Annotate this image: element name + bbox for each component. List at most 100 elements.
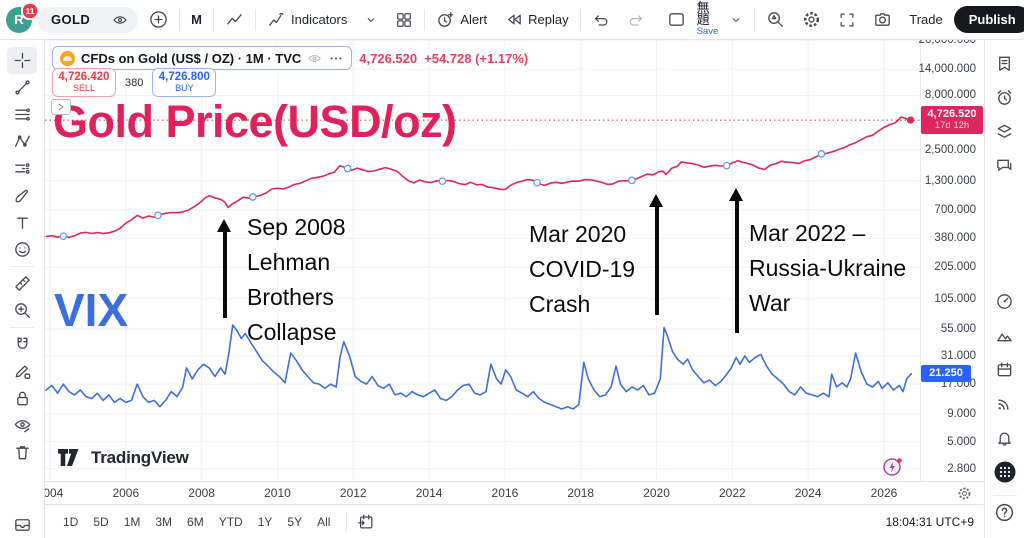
gear-icon[interactable] xyxy=(957,486,972,501)
range-button-1m[interactable]: 1M xyxy=(123,514,141,529)
redo-button[interactable] xyxy=(621,8,651,32)
long-position-tool[interactable] xyxy=(7,155,37,182)
range-button-all[interactable]: All xyxy=(317,514,331,529)
drawing-toolbar xyxy=(0,40,45,538)
lock-all-drawings-tool[interactable] xyxy=(7,385,37,412)
help-button[interactable] xyxy=(991,499,1019,526)
arrow-ukraine[interactable] xyxy=(729,188,743,333)
quick-search-button[interactable] xyxy=(760,7,791,32)
fib-retracement-tool[interactable] xyxy=(7,101,37,128)
arrow-covid[interactable] xyxy=(649,194,663,315)
annotation-covid[interactable]: Mar 2020 COVID-19 Crash xyxy=(529,217,635,322)
snapshot-button[interactable] xyxy=(867,7,898,32)
chart-style-button[interactable] xyxy=(219,7,250,32)
bottom-toolbar: 1D 5D 1M 3M 6M YTD 1Y 5Y All 18:04:31 UTC+9 xyxy=(45,504,984,538)
calendar-button[interactable] xyxy=(991,356,1019,383)
clock-timezone[interactable]: 18:04:31 UTC+9 xyxy=(885,514,974,529)
compare-add-symbol-button[interactable] xyxy=(143,7,174,32)
range-button-5y[interactable]: 5Y xyxy=(287,514,303,529)
alert-button[interactable]: Alert xyxy=(430,7,493,32)
user-avatar[interactable]: R 11 xyxy=(6,1,39,33)
apps-grid-icon xyxy=(994,461,1015,482)
replay-button[interactable]: Replay xyxy=(498,7,574,32)
vix-label-drawing[interactable]: VIX xyxy=(54,284,129,336)
data-point-marker xyxy=(628,176,636,185)
alerts-button[interactable] xyxy=(991,84,1019,111)
text-tool[interactable] xyxy=(7,209,37,236)
range-button-6m[interactable]: 6M xyxy=(187,514,204,529)
drawing-edit-lock-tool[interactable] xyxy=(7,358,37,385)
hide-all-drawings-tool[interactable] xyxy=(7,412,37,439)
fib-retracement-icon xyxy=(14,108,30,121)
settings-button[interactable] xyxy=(796,7,827,32)
redo-icon xyxy=(629,14,642,26)
technicals-button[interactable] xyxy=(991,288,1019,315)
divider xyxy=(346,512,348,531)
data-point-marker xyxy=(343,164,352,173)
layout-name-button[interactable]: 無題 Save xyxy=(697,1,719,38)
sell-button[interactable]: 4,726.420 SELL xyxy=(52,68,116,97)
range-button-5d[interactable]: 5D xyxy=(93,514,109,529)
zoom-in-tool[interactable] xyxy=(7,297,37,324)
layout-dropdown[interactable] xyxy=(723,10,749,30)
series-gold-cfd-usd-oz-[interactable] xyxy=(45,116,912,239)
symbol-search-button[interactable]: GOLD xyxy=(37,6,139,33)
symbol-legend: CFDs on Gold (US$ / OZ) · 1M · TVC 4,726… xyxy=(52,46,528,70)
toolbar-tray-button[interactable] xyxy=(7,511,37,538)
more-options-icon[interactable] xyxy=(328,51,344,66)
year-label: 2020 xyxy=(643,486,670,500)
go-to-date-button[interactable] xyxy=(357,513,375,531)
sell-price: 4,726.420 xyxy=(58,70,110,83)
undo-button[interactable] xyxy=(586,8,616,32)
streams-button[interactable] xyxy=(991,390,1019,417)
measure-tool[interactable] xyxy=(7,270,37,297)
magnet-tool[interactable] xyxy=(7,331,37,358)
range-button-3m[interactable]: 3M xyxy=(155,514,173,529)
trend-line-tool[interactable] xyxy=(7,74,37,101)
arrow-lehman[interactable] xyxy=(217,219,231,318)
trade-button[interactable]: Trade xyxy=(903,9,948,30)
annotation-lehman[interactable]: Sep 2008 Lehman Brothers Collapse xyxy=(247,210,345,350)
symbol-legend-pill[interactable]: CFDs on Gold (US$ / OZ) · 1M · TVC xyxy=(52,46,353,70)
brush-tool[interactable] xyxy=(7,182,37,209)
replay-icon xyxy=(508,14,521,25)
series-vix[interactable] xyxy=(45,324,913,410)
indicators-label: Indicators xyxy=(291,12,348,27)
buy-button[interactable]: 4,726.800 BUY xyxy=(152,68,217,97)
range-button-1d[interactable]: 1D xyxy=(63,514,79,529)
price-chart[interactable] xyxy=(45,40,920,481)
price-scale[interactable]: 26,000.000 14,000.000 8,000.000 2,500.000 1,… xyxy=(918,34,985,481)
data-point-marker xyxy=(154,211,162,220)
chat-button[interactable] xyxy=(991,152,1019,179)
timeframe-button[interactable]: M xyxy=(185,9,208,30)
ideas-button[interactable] xyxy=(991,322,1019,349)
annotation-ukraine[interactable]: Mar 2022 – Russia-Ukraine War xyxy=(749,216,906,321)
range-button-1y[interactable]: 1Y xyxy=(257,514,273,529)
study-legend-collapsed-button[interactable] xyxy=(51,99,71,115)
apps-button[interactable] xyxy=(991,458,1019,485)
indicators-button[interactable]: Indicators xyxy=(261,7,353,32)
layout-select-button[interactable] xyxy=(661,7,692,32)
xabcd-pattern-tool[interactable] xyxy=(7,128,37,155)
tradingview-watermark: TradingView xyxy=(58,448,189,468)
range-button-ytd[interactable]: YTD xyxy=(218,514,243,529)
time-scale[interactable]: 2004 2006 2008 2010 2012 2014 2016 2018 2020 2022… xyxy=(45,481,920,505)
chart-pane[interactable]: CFDs on Gold (US$ / OZ) · 1M · TVC 4,726… xyxy=(45,40,920,481)
price-tick-label: 14,000.000 xyxy=(918,63,976,76)
fullscreen-button[interactable] xyxy=(832,8,862,32)
object-tree-button[interactable] xyxy=(991,118,1019,145)
symbol-title: CFDs on Gold (US$ / OZ) · 1M · TVC xyxy=(81,50,302,66)
crosshair-tool[interactable] xyxy=(7,47,37,74)
trend-line-icon xyxy=(14,80,30,95)
notifications-button[interactable] xyxy=(991,424,1019,451)
indicator-templates-button[interactable] xyxy=(389,8,419,32)
remove-drawings-tool[interactable] xyxy=(7,439,37,466)
indicators-dropdown[interactable] xyxy=(358,10,384,30)
search-icon xyxy=(768,12,784,28)
chart-title-drawing[interactable]: Gold Price(USD/oz) xyxy=(53,96,457,147)
publish-button[interactable]: Publish xyxy=(953,6,1024,33)
visibility-eye-icon[interactable] xyxy=(307,51,322,66)
emoji-tool[interactable] xyxy=(7,236,37,263)
watchlist-button[interactable] xyxy=(991,50,1019,77)
boost-button[interactable] xyxy=(882,456,904,481)
